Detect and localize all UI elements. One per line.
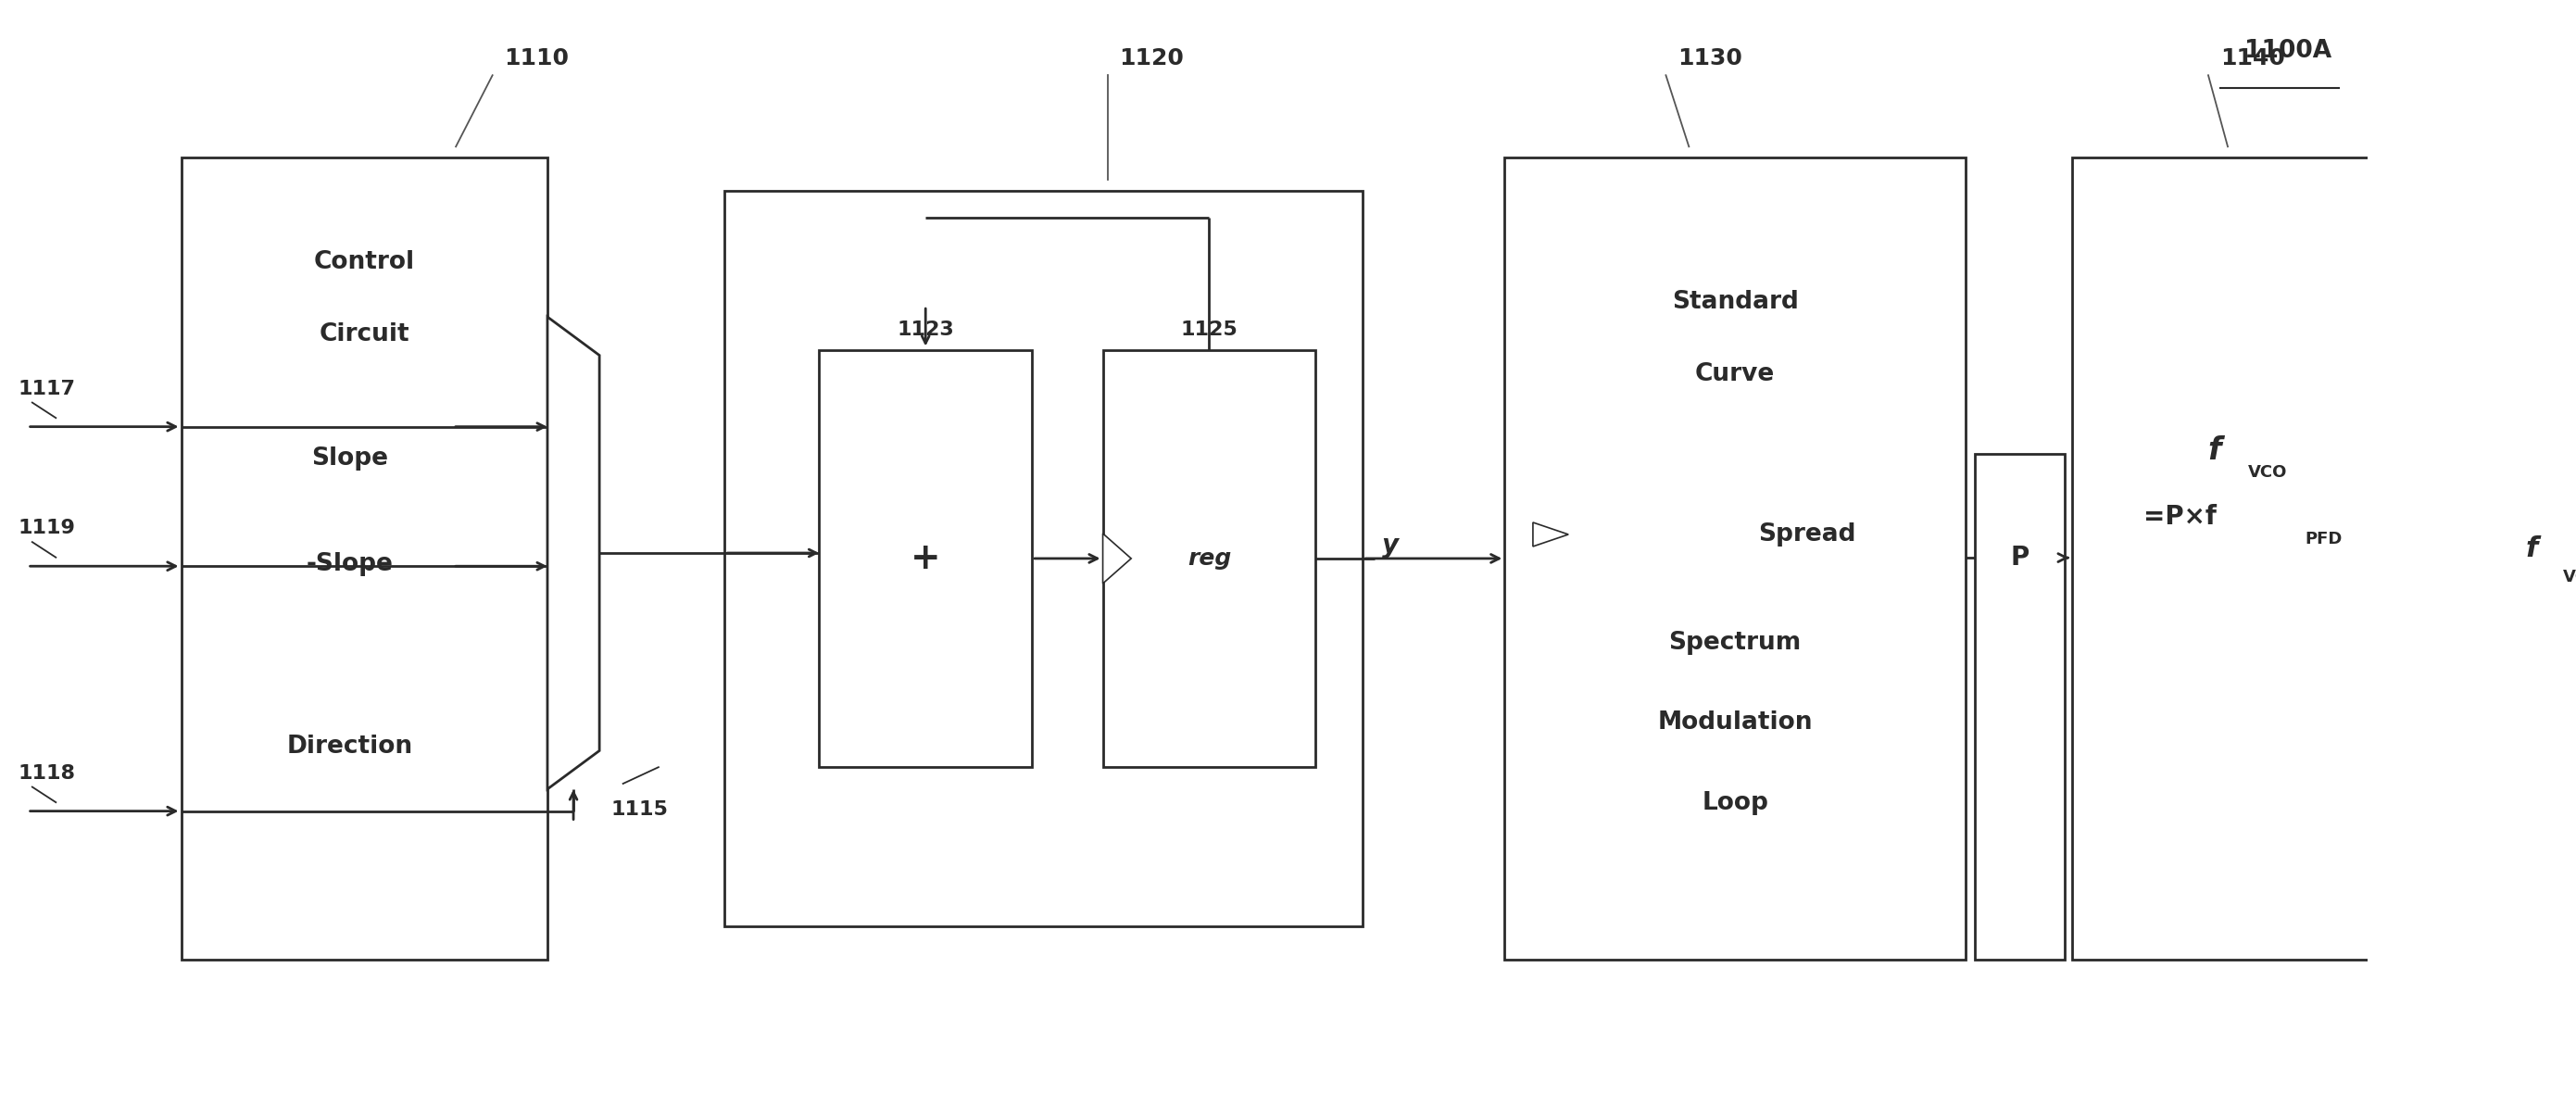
Text: f: f bbox=[2524, 535, 2537, 562]
Bar bbox=[724, 190, 1363, 927]
Text: 1130: 1130 bbox=[1677, 48, 1741, 70]
Text: 1110: 1110 bbox=[505, 48, 569, 70]
Polygon shape bbox=[1533, 522, 1569, 546]
Bar bbox=[2071, 158, 2463, 959]
Text: P: P bbox=[2009, 545, 2030, 571]
Text: f: f bbox=[2208, 436, 2221, 466]
Text: 1120: 1120 bbox=[1121, 48, 1185, 70]
Text: Curve: Curve bbox=[1695, 362, 1775, 386]
Text: reg: reg bbox=[1188, 547, 1231, 570]
Bar bbox=[1103, 349, 1316, 768]
Text: Slope: Slope bbox=[312, 446, 389, 470]
Text: y: y bbox=[1381, 532, 1399, 559]
Bar bbox=[180, 158, 549, 959]
Text: -Slope: -Slope bbox=[307, 552, 394, 576]
Text: VCO: VCO bbox=[2249, 465, 2287, 481]
Bar bbox=[1976, 455, 2066, 959]
Text: 1140: 1140 bbox=[2221, 48, 2285, 70]
Text: Standard: Standard bbox=[1672, 290, 1798, 314]
Text: PFD: PFD bbox=[2306, 531, 2342, 547]
Bar bbox=[819, 349, 1033, 768]
Polygon shape bbox=[1103, 533, 1131, 584]
Text: Control: Control bbox=[314, 250, 415, 274]
Text: Modulation: Modulation bbox=[1656, 711, 1814, 734]
Text: Spectrum: Spectrum bbox=[1669, 630, 1801, 655]
Text: VCO: VCO bbox=[2563, 570, 2576, 586]
Text: Direction: Direction bbox=[286, 734, 412, 759]
Text: =P×f: =P×f bbox=[2143, 504, 2218, 530]
Text: Spread: Spread bbox=[1757, 522, 1855, 546]
Text: 1118: 1118 bbox=[18, 764, 75, 783]
Text: 1119: 1119 bbox=[18, 519, 75, 538]
Text: 1115: 1115 bbox=[611, 800, 670, 818]
Text: 1125: 1125 bbox=[1180, 321, 1236, 338]
Text: Circuit: Circuit bbox=[319, 322, 410, 346]
Text: 1123: 1123 bbox=[896, 321, 953, 338]
Text: Loop: Loop bbox=[1703, 791, 1767, 815]
Bar bbox=[1504, 158, 1965, 959]
Text: 1117: 1117 bbox=[18, 379, 75, 398]
Polygon shape bbox=[549, 317, 600, 789]
Text: 1100A: 1100A bbox=[2244, 39, 2331, 63]
Text: +: + bbox=[909, 541, 940, 576]
